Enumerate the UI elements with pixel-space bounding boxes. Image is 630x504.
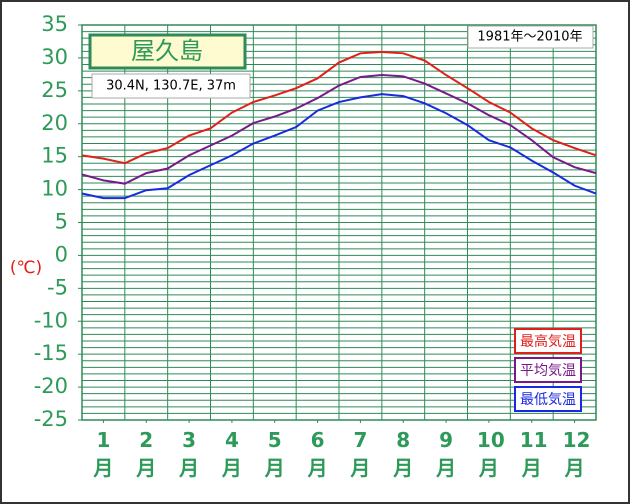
x-tick-label: 12月	[562, 428, 591, 480]
y-axis-label: (℃)	[10, 258, 42, 278]
x-tick-label: 7月	[350, 428, 371, 480]
y-tick-label: -25	[34, 407, 68, 431]
chart-title: 屋久島	[131, 37, 203, 65]
y-tick-label: -20	[34, 374, 68, 398]
legend-entry: 平均気温	[514, 357, 582, 383]
y-tick-label: 10	[41, 177, 68, 201]
y-tick-label: 5	[55, 210, 68, 234]
y-tick-label: 35	[41, 12, 68, 36]
x-tick-label: 2月	[136, 428, 157, 480]
x-tick-label: 3月	[179, 428, 200, 480]
y-tick-label: -10	[34, 308, 68, 332]
y-tick-label: 0	[55, 242, 68, 266]
subtitle: 30.4N, 130.7E, 37m	[106, 79, 236, 94]
y-tick-label: 15	[41, 144, 68, 168]
series-line	[81, 74, 597, 185]
y-tick-label: 25	[41, 78, 68, 102]
subtitle-box	[91, 73, 251, 99]
x-tick-label: 9月	[436, 428, 457, 480]
x-tick-label: 11月	[519, 428, 548, 480]
y-tick-label: 30	[41, 45, 68, 69]
legend-entry: 最低気温	[514, 386, 582, 412]
period-box	[467, 25, 594, 49]
title-box	[88, 33, 247, 70]
period: 1981年～2010年	[477, 30, 582, 45]
legend-entry: 最高気温	[514, 328, 582, 354]
x-tick-label: 10月	[476, 428, 505, 480]
x-tick-label: 1月	[93, 428, 114, 480]
y-tick-label: -15	[34, 341, 68, 365]
x-tick-label: 6月	[307, 428, 328, 480]
series-line	[81, 50, 597, 165]
x-tick-label: 4月	[221, 428, 242, 480]
y-tick-label: -5	[47, 275, 68, 299]
series-line	[81, 93, 597, 200]
x-tick-label: 5月	[264, 428, 285, 480]
y-tick-label: 20	[41, 111, 68, 135]
x-tick-label: 8月	[393, 428, 414, 480]
